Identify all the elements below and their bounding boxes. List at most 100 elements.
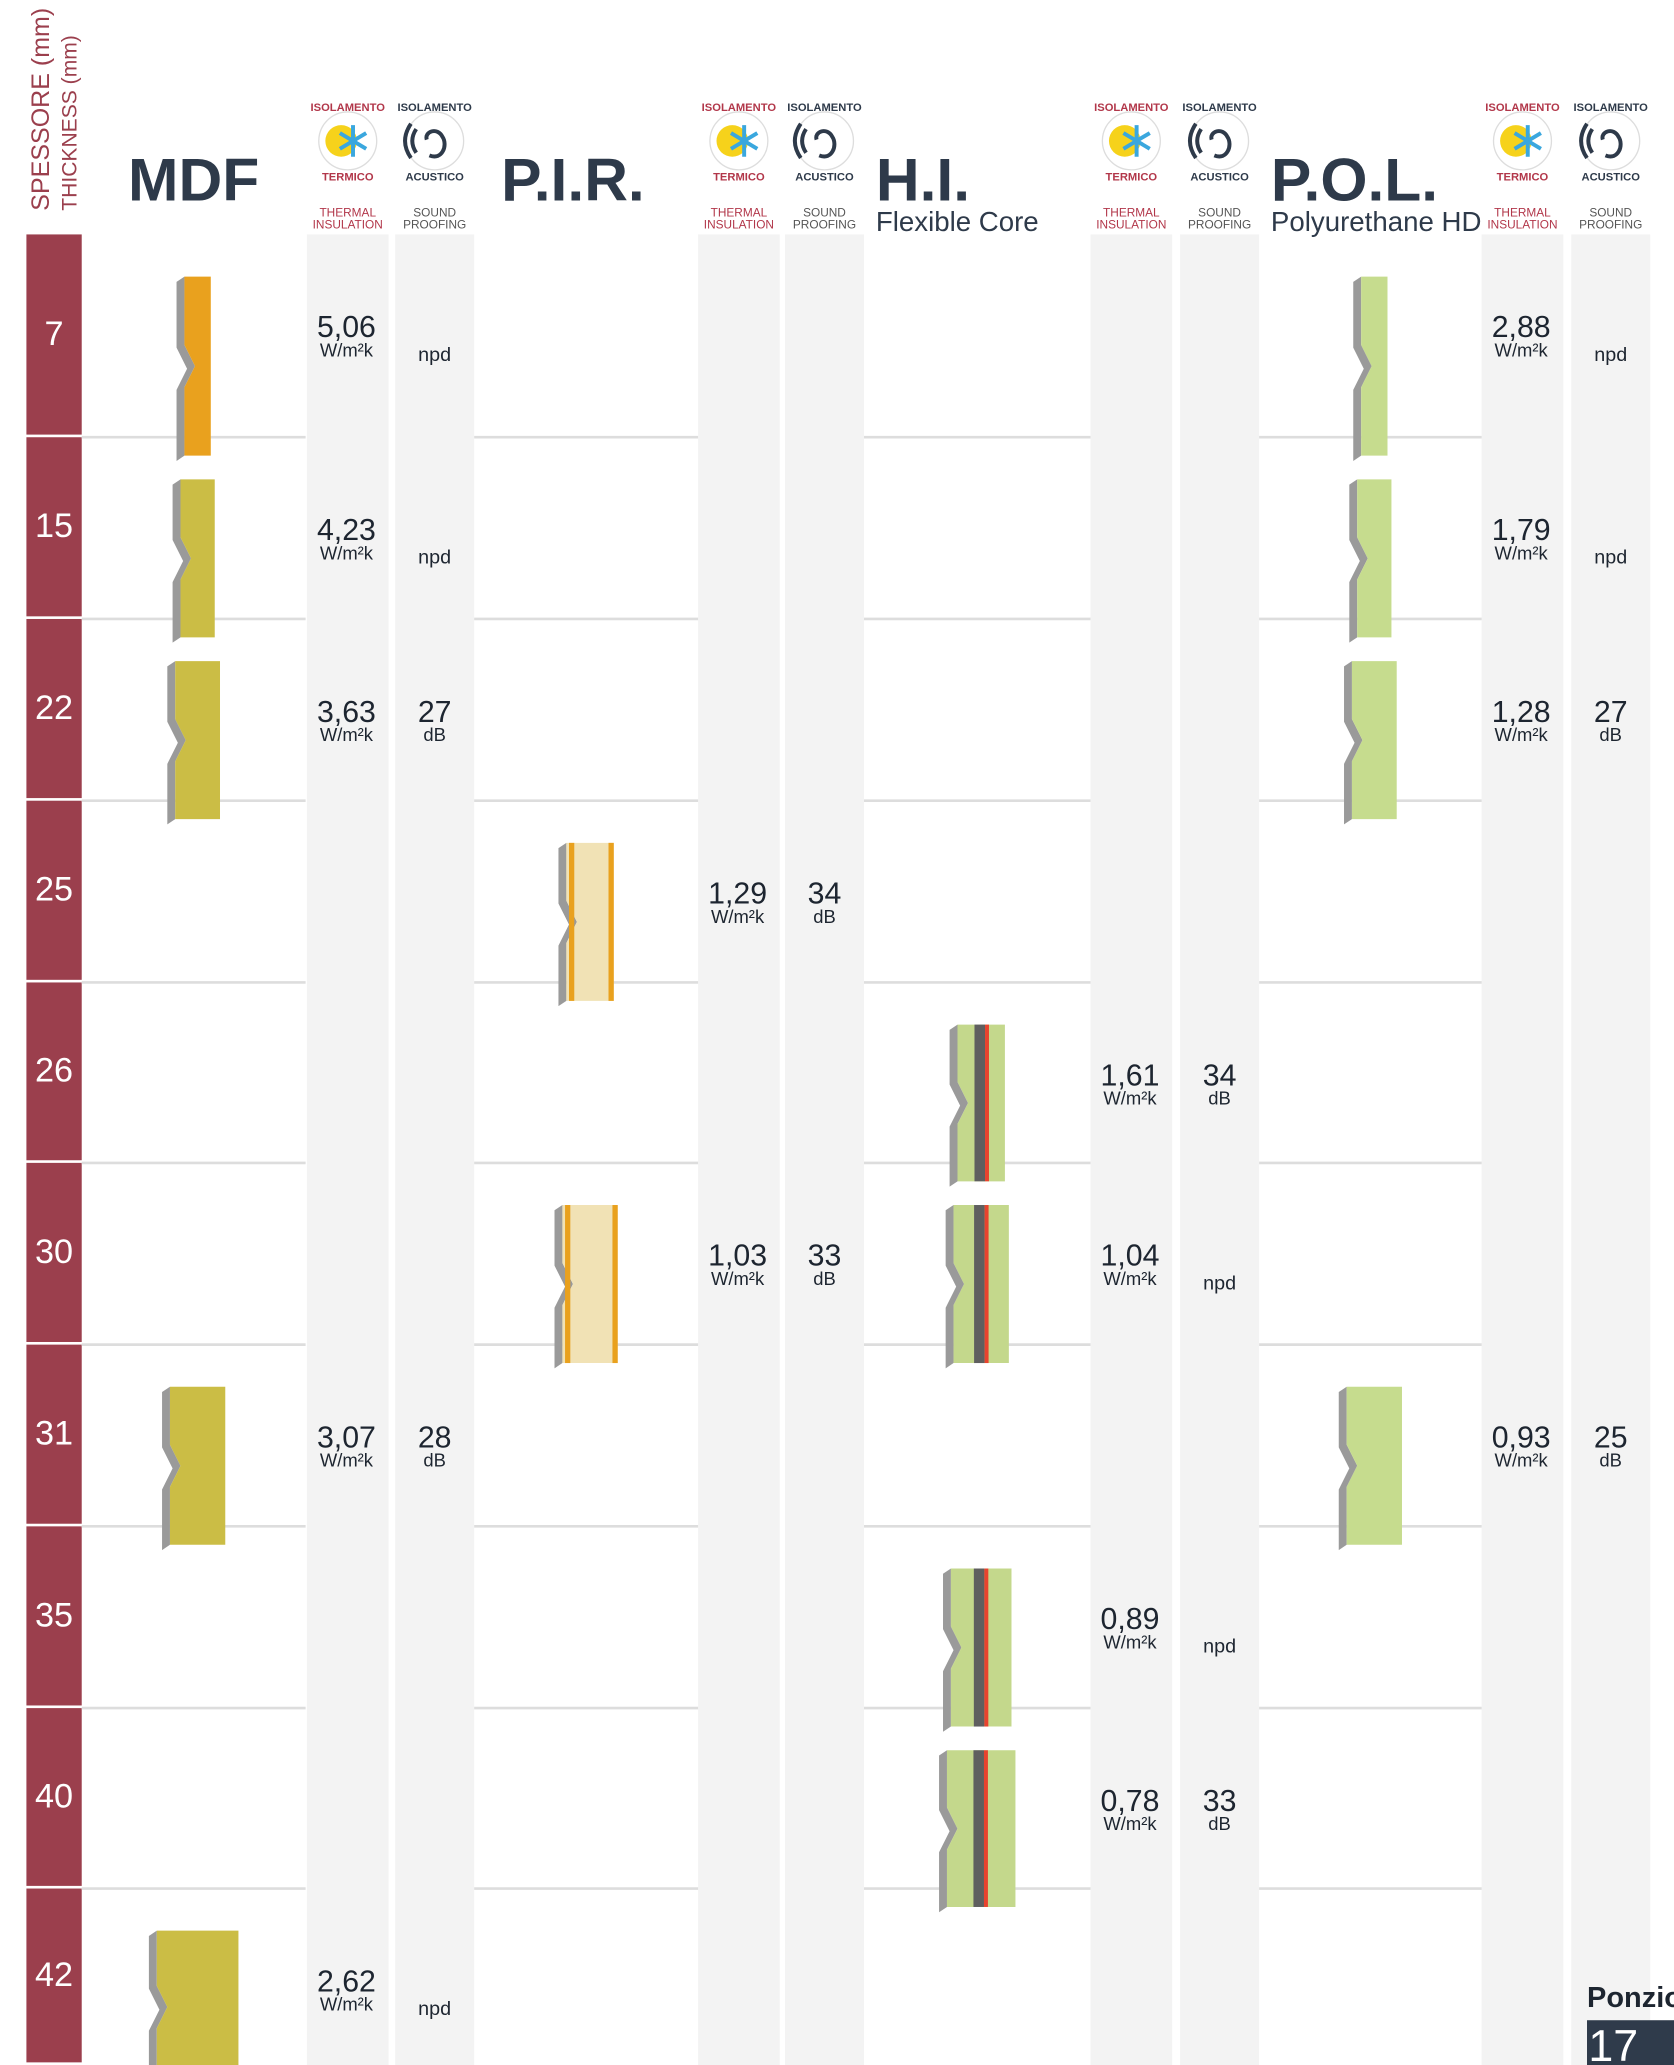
table-body: 7 15 22 25 26 30 31 35 40 42 MDF ISOLAMENTO TERMICO T… xyxy=(26,102,1651,2065)
thermal-value: 5,06 xyxy=(317,311,376,344)
panel-core-line xyxy=(984,1205,989,1364)
thickness-cell xyxy=(26,1888,82,2063)
panel-face xyxy=(1361,276,1388,456)
icon-ear xyxy=(792,122,837,160)
panel-side xyxy=(176,276,195,461)
sound-unit: dB xyxy=(813,1268,836,1289)
icon-caption: INSULATION xyxy=(313,217,383,231)
sound-value: 33 xyxy=(808,1240,842,1273)
icon-top: ISOLAMENTO xyxy=(1574,102,1649,114)
thermal-column xyxy=(306,234,389,2065)
sound-value: 34 xyxy=(808,878,842,911)
panel-side xyxy=(939,1750,958,1913)
sound-value: npd xyxy=(1594,547,1627,569)
thermal-value: 0,78 xyxy=(1101,1785,1160,1818)
icon-bottom: ACUSTICO xyxy=(1581,172,1640,184)
panel-side xyxy=(167,661,186,825)
sound-column xyxy=(1571,234,1651,2065)
icon-caption: INSULATION xyxy=(1096,217,1166,231)
thermal-column xyxy=(698,234,780,2065)
icon-snow xyxy=(338,125,368,157)
thermal-value: 3,63 xyxy=(317,696,376,729)
panel-core xyxy=(973,1750,984,1907)
thickness-value: 30 xyxy=(35,1233,73,1271)
icon-top: ISOLAMENTO xyxy=(311,102,386,114)
thermal-unit: W/m²k xyxy=(711,1268,765,1289)
panel-side xyxy=(1349,479,1368,643)
panel-face xyxy=(180,479,215,638)
panel-face xyxy=(175,661,221,820)
panel-face xyxy=(562,1205,618,1364)
panel-face xyxy=(169,1386,226,1545)
thermal-value: 2,62 xyxy=(317,1965,376,1998)
thermal-unit: W/m²k xyxy=(320,1450,374,1471)
sound-value: 33 xyxy=(1203,1785,1237,1818)
sound-column xyxy=(784,234,864,2065)
thermal-unit: W/m²k xyxy=(1103,1268,1157,1289)
sound-value: 27 xyxy=(1594,696,1628,729)
thickness-cell xyxy=(26,618,82,799)
thickness-value: 26 xyxy=(35,1052,73,1090)
thickness-value: 22 xyxy=(35,689,73,727)
thickness-value: 40 xyxy=(35,1777,73,1815)
panel-face xyxy=(1351,661,1397,820)
panel-edge xyxy=(568,842,575,1001)
thickness-cell xyxy=(26,1526,82,1706)
panel-side xyxy=(162,1386,181,1551)
icon-caption: SOUND xyxy=(1589,205,1632,219)
panel-face xyxy=(1346,1386,1402,1545)
panel-core xyxy=(973,1568,985,1727)
icon-sun xyxy=(1108,125,1141,157)
thermal-value: 0,89 xyxy=(1101,1603,1160,1636)
thickness-cell xyxy=(26,800,82,980)
icon-snow xyxy=(1513,125,1542,157)
icon-caption: THERMAL xyxy=(1494,205,1551,219)
icon-sun xyxy=(325,125,357,157)
panel-face xyxy=(1357,479,1392,638)
thermal-unit: W/m²k xyxy=(1495,1450,1549,1471)
thickness-cell xyxy=(26,437,82,617)
thickness-cell xyxy=(26,1708,82,1886)
thermal-value: 1,03 xyxy=(708,1240,767,1273)
thickness-label-en: THICKNESS (mm) xyxy=(59,35,82,211)
icon-snow xyxy=(1122,125,1151,157)
page-number: 17 xyxy=(1588,2021,1638,2065)
icon-bottom: ACUSTICO xyxy=(405,172,464,184)
thickness-value: 25 xyxy=(35,871,73,909)
thermal-unit: W/m²k xyxy=(320,340,374,361)
thickness-value: 31 xyxy=(35,1415,73,1453)
icon-caption: INSULATION xyxy=(704,217,774,231)
icon-caption: PROOFING xyxy=(403,217,466,231)
icon-bottom: TERMICO xyxy=(1497,172,1549,184)
thermal-column xyxy=(1481,234,1564,2065)
sound-value: 34 xyxy=(1203,1059,1237,1092)
sound-unit: dB xyxy=(1599,724,1622,745)
product-subtitle: Flexible Core xyxy=(876,206,1039,237)
sound-value: npd xyxy=(418,1998,451,2020)
icon-ear xyxy=(1187,122,1232,160)
panel-side xyxy=(949,1024,969,1187)
sound-value: 28 xyxy=(418,1421,452,1454)
panel-core xyxy=(974,1024,986,1182)
icon-badge xyxy=(405,111,465,171)
sound-value: npd xyxy=(1203,1272,1236,1294)
sound-column xyxy=(395,234,475,2065)
icon-bottom: TERMICO xyxy=(322,172,374,184)
panel-core-line xyxy=(985,1024,989,1182)
thermal-unit: W/m²k xyxy=(1103,1088,1157,1109)
product-name: P.O.L. xyxy=(1271,145,1438,213)
thermal-value: 1,61 xyxy=(1101,1059,1160,1092)
thermal-value: 2,88 xyxy=(1492,311,1551,344)
thermal-value: 3,07 xyxy=(317,1421,376,1454)
icon-caption: PROOFING xyxy=(1579,217,1642,231)
thickness-cell xyxy=(26,234,82,435)
icon-top: ISOLAMENTO xyxy=(1485,102,1560,114)
sound-value: npd xyxy=(418,547,451,569)
panel-core-line xyxy=(983,1750,988,1907)
thermal-value: 0,93 xyxy=(1492,1421,1551,1454)
thermal-unit: W/m²k xyxy=(1495,340,1549,361)
icon-bottom: ACUSTICO xyxy=(795,172,854,184)
icon-top: ISOLAMENTO xyxy=(787,102,862,114)
icon-caption: PROOFING xyxy=(793,217,856,231)
